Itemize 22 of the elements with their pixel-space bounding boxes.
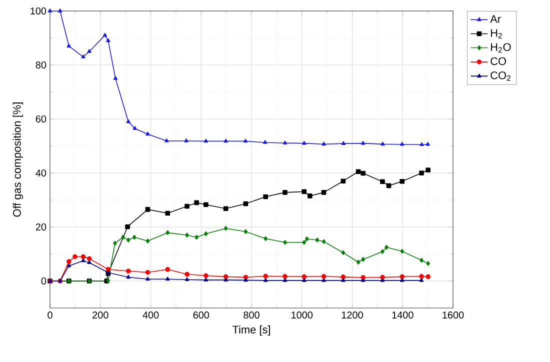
y-tick-label: 80 [36, 61, 46, 69]
x-tick-label: 1000 [292, 312, 313, 319]
x-tick-label: 600 [193, 312, 210, 319]
y-tick-label: 60 [36, 115, 46, 123]
y-axis-title: Off gas composition [%] [12, 102, 24, 217]
x-tick-label: 1400 [392, 312, 414, 319]
x-tick-label: 200 [92, 312, 108, 319]
x-tick-label: 0 [48, 312, 52, 319]
legend-label: H$_{2}$ [491, 29, 502, 38]
x-tick-label: 400 [142, 312, 159, 319]
legend-label: CO [490, 57, 506, 66]
y-tick-label: 100 [30, 7, 46, 15]
x-tick-label: 1600 [442, 312, 464, 319]
y-tick-label: 0 [41, 277, 46, 285]
legend-label: Ar [490, 15, 501, 23]
x-tick-label: 800 [244, 312, 260, 319]
y-tick-label: 40 [36, 169, 46, 177]
legend-label: CO$_{2}$ [490, 71, 510, 81]
y-tick-label: 20 [36, 223, 46, 231]
x-tick-label: 1200 [342, 312, 363, 319]
x-axis-title: Time [s] [232, 325, 270, 336]
legend-label: H$_{2}$O [491, 43, 511, 52]
